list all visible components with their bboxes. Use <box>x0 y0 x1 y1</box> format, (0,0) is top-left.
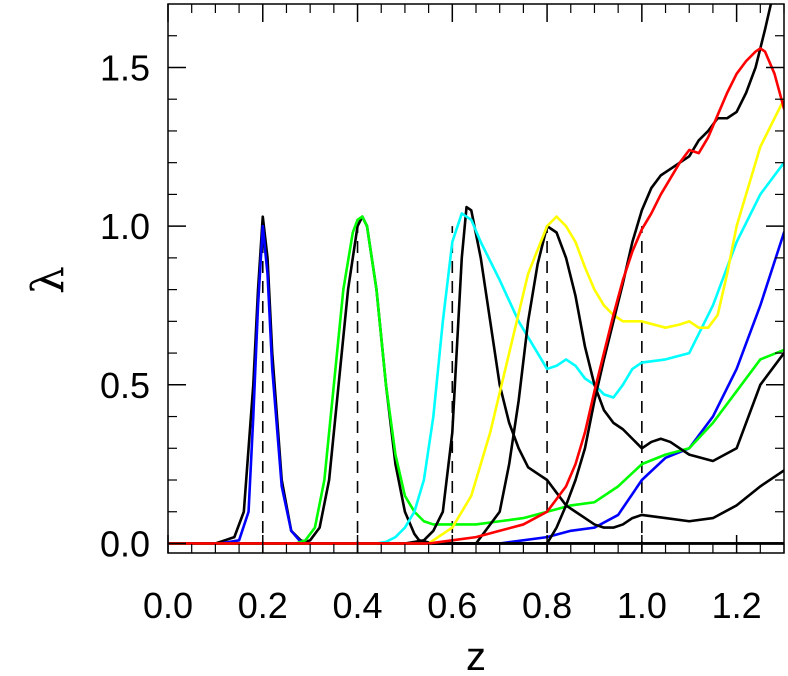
plot-clip-group <box>168 4 784 553</box>
x-tick-label: 0.2 <box>238 585 288 626</box>
series-line-1 <box>168 224 784 545</box>
x-tick-label: 0.6 <box>427 585 477 626</box>
dashed-reference-lines <box>261 226 643 553</box>
y-ticks <box>168 35 784 545</box>
x-tick-label: 0.8 <box>522 585 572 626</box>
series-line-5 <box>168 161 784 545</box>
x-tick-labels: 0.0 0.2 0.4 0.6 0.8 1.0 1.2 <box>143 585 762 626</box>
x-axis-label: z <box>466 635 486 676</box>
y-tick-label: 1.5 <box>100 47 150 88</box>
y-tick-label: 0.0 <box>100 523 150 564</box>
x-tick-label: 0.4 <box>333 585 383 626</box>
x-tick-label: 0.0 <box>143 585 193 626</box>
x-tick-label: 1.2 <box>712 585 762 626</box>
x-ticks <box>167 4 785 553</box>
y-tick-labels: 0.0 0.5 1.0 1.5 <box>100 47 150 564</box>
series-line-9 <box>168 47 784 545</box>
y-tick-label: 0.5 <box>100 365 150 406</box>
series-group <box>168 4 784 545</box>
series-line-3 <box>168 215 784 545</box>
series-line-8 <box>168 4 773 545</box>
y-tick-label: 1.0 <box>100 206 150 247</box>
series-line-4 <box>168 205 784 545</box>
y-axis-label: λ <box>23 266 74 294</box>
x-tick-label: 1.0 <box>617 585 667 626</box>
series-line-7 <box>168 97 784 545</box>
series-line-6 <box>168 224 784 545</box>
